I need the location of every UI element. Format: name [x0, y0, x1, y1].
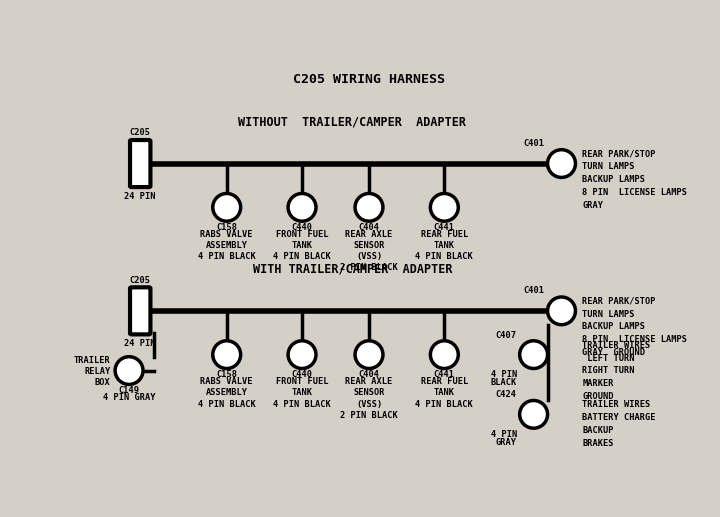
Ellipse shape — [213, 341, 240, 369]
Text: C158: C158 — [216, 223, 237, 232]
Text: BACKUP LAMPS: BACKUP LAMPS — [582, 323, 645, 331]
Text: 4 PIN BLACK: 4 PIN BLACK — [198, 252, 256, 261]
Text: RIGHT TURN: RIGHT TURN — [582, 366, 634, 375]
Ellipse shape — [520, 401, 547, 428]
Text: RELAY: RELAY — [84, 367, 111, 376]
Text: BATTERY CHARGE: BATTERY CHARGE — [582, 413, 656, 422]
Text: TANK: TANK — [292, 241, 312, 250]
Text: 4 PIN: 4 PIN — [490, 430, 517, 439]
Text: WITHOUT  TRAILER/CAMPER  ADAPTER: WITHOUT TRAILER/CAMPER ADAPTER — [238, 115, 467, 128]
Text: 8 PIN  LICENSE LAMPS: 8 PIN LICENSE LAMPS — [582, 188, 687, 197]
Text: 8 PIN  LICENSE LAMPS: 8 PIN LICENSE LAMPS — [582, 335, 687, 344]
Text: RABS VALVE: RABS VALVE — [200, 230, 253, 239]
Text: REAR AXLE: REAR AXLE — [346, 377, 392, 386]
Text: 24 PIN: 24 PIN — [125, 192, 156, 201]
FancyBboxPatch shape — [130, 287, 150, 334]
Ellipse shape — [288, 341, 316, 369]
Text: REAR FUEL: REAR FUEL — [420, 377, 468, 386]
Text: (VSS): (VSS) — [356, 252, 382, 261]
Text: C407: C407 — [496, 330, 517, 340]
Text: TRAILER WIRES: TRAILER WIRES — [582, 401, 650, 409]
Text: SENSOR: SENSOR — [354, 241, 384, 250]
Text: TRAILER WIRES: TRAILER WIRES — [582, 341, 650, 350]
Text: ASSEMBLY: ASSEMBLY — [206, 388, 248, 398]
Text: MARKER: MARKER — [582, 379, 613, 388]
Text: 4 PIN BLACK: 4 PIN BLACK — [273, 400, 331, 408]
Text: C424: C424 — [496, 390, 517, 399]
Ellipse shape — [355, 341, 383, 369]
Text: C401: C401 — [523, 139, 545, 148]
Text: ASSEMBLY: ASSEMBLY — [206, 241, 248, 250]
Text: 4 PIN BLACK: 4 PIN BLACK — [415, 252, 473, 261]
Text: TURN LAMPS: TURN LAMPS — [582, 162, 634, 172]
Text: TANK: TANK — [292, 388, 312, 398]
Text: BACKUP LAMPS: BACKUP LAMPS — [582, 175, 645, 184]
Ellipse shape — [115, 357, 143, 385]
Text: REAR PARK/STOP: REAR PARK/STOP — [582, 150, 656, 159]
Text: C401: C401 — [523, 286, 545, 295]
Text: C205: C205 — [130, 276, 150, 284]
Text: C440: C440 — [292, 371, 312, 379]
Text: C205 WIRING HARNESS: C205 WIRING HARNESS — [293, 73, 445, 86]
Ellipse shape — [213, 193, 240, 221]
Text: BOX: BOX — [95, 378, 111, 387]
Text: REAR FUEL: REAR FUEL — [420, 230, 468, 239]
Ellipse shape — [520, 341, 547, 369]
Text: C440: C440 — [292, 223, 312, 232]
Text: 4 PIN BLACK: 4 PIN BLACK — [273, 252, 331, 261]
Ellipse shape — [547, 150, 575, 177]
Text: GROUND: GROUND — [582, 392, 613, 401]
Text: REAR AXLE: REAR AXLE — [346, 230, 392, 239]
Text: FRONT FUEL: FRONT FUEL — [276, 377, 328, 386]
Text: C404: C404 — [359, 371, 379, 379]
Text: C441: C441 — [434, 371, 455, 379]
Ellipse shape — [355, 193, 383, 221]
Text: GRAY  GROUND: GRAY GROUND — [582, 348, 645, 357]
FancyBboxPatch shape — [130, 140, 150, 187]
Text: 2 PIN BLACK: 2 PIN BLACK — [340, 263, 398, 272]
Text: C149: C149 — [119, 386, 140, 396]
Ellipse shape — [431, 193, 458, 221]
Text: C205: C205 — [130, 128, 150, 137]
Text: REAR PARK/STOP: REAR PARK/STOP — [582, 297, 656, 306]
Text: SENSOR: SENSOR — [354, 388, 384, 398]
Text: GRAY: GRAY — [496, 438, 517, 447]
Text: C404: C404 — [359, 223, 379, 232]
Text: FRONT FUEL: FRONT FUEL — [276, 230, 328, 239]
Text: 24 PIN: 24 PIN — [125, 339, 156, 348]
Text: C158: C158 — [216, 371, 237, 379]
Text: RABS VALVE: RABS VALVE — [200, 377, 253, 386]
Text: TRAILER: TRAILER — [74, 356, 111, 365]
Text: BACKUP: BACKUP — [582, 426, 613, 435]
Text: 4 PIN BLACK: 4 PIN BLACK — [198, 400, 256, 408]
Ellipse shape — [547, 297, 575, 325]
Text: 4 PIN: 4 PIN — [490, 371, 517, 379]
Text: 4 PIN BLACK: 4 PIN BLACK — [415, 400, 473, 408]
Text: TANK: TANK — [434, 241, 455, 250]
Text: BRAKES: BRAKES — [582, 439, 613, 448]
Text: LEFT TURN: LEFT TURN — [582, 354, 634, 362]
Text: GRAY: GRAY — [582, 201, 603, 210]
Text: TANK: TANK — [434, 388, 455, 398]
Text: C441: C441 — [434, 223, 455, 232]
Ellipse shape — [431, 341, 458, 369]
Ellipse shape — [288, 193, 316, 221]
Text: WITH TRAILER/CAMPER  ADAPTER: WITH TRAILER/CAMPER ADAPTER — [253, 263, 452, 276]
Text: 2 PIN BLACK: 2 PIN BLACK — [340, 410, 398, 420]
Text: BLACK: BLACK — [490, 378, 517, 387]
Text: TURN LAMPS: TURN LAMPS — [582, 310, 634, 318]
Text: (VSS): (VSS) — [356, 400, 382, 408]
Text: 4 PIN GRAY: 4 PIN GRAY — [103, 393, 156, 402]
